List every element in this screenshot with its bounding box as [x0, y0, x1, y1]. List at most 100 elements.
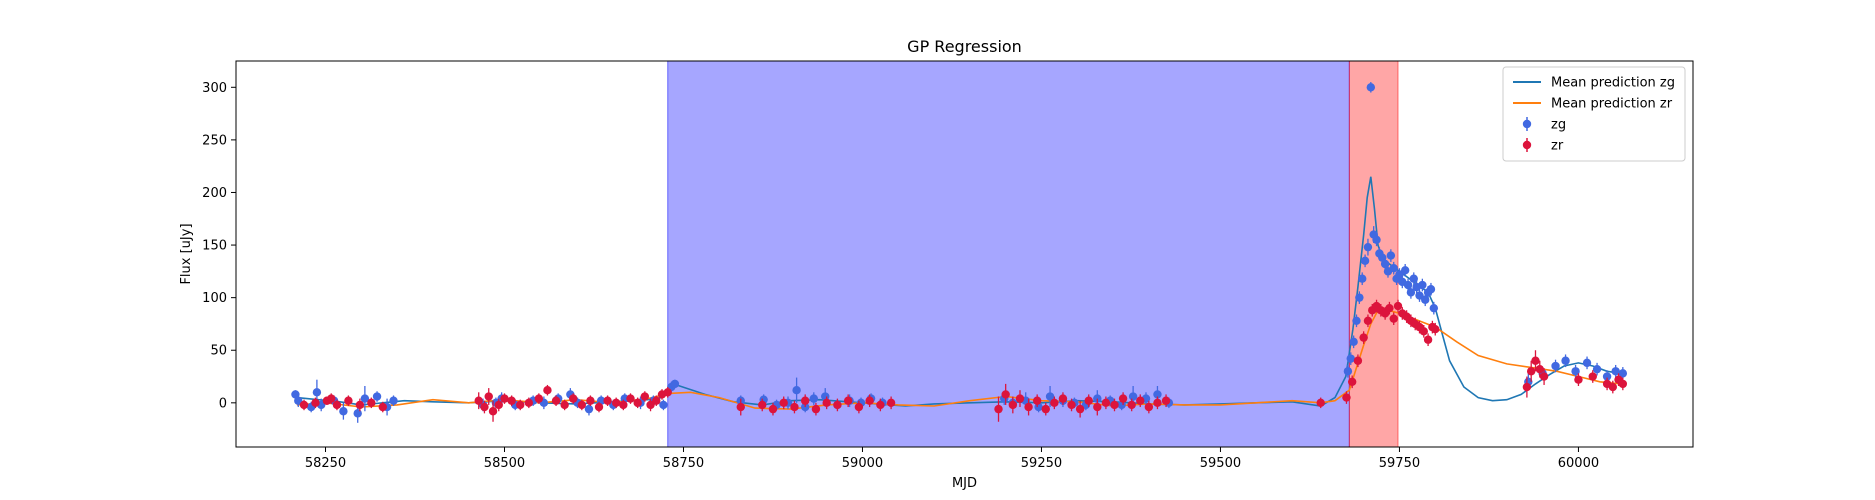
point-zr-1 — [311, 397, 320, 409]
marker — [1101, 398, 1111, 408]
marker — [1093, 402, 1102, 412]
marker — [1378, 253, 1387, 262]
point-zr-33 — [652, 395, 661, 406]
point-zg-78 — [1400, 263, 1410, 277]
marker — [1349, 337, 1358, 347]
point-zg-59 — [1346, 352, 1355, 365]
point-zg-87 — [1426, 282, 1436, 296]
legend-item-3: zg — [1522, 117, 1566, 133]
marker — [543, 386, 552, 395]
point-zg-8 — [360, 385, 370, 412]
marker — [1352, 316, 1361, 325]
marker — [1346, 354, 1355, 363]
point-zr-54 — [1024, 398, 1033, 416]
marker — [474, 396, 483, 405]
marker — [1360, 256, 1370, 266]
point-zr-37 — [758, 398, 767, 412]
marker — [1034, 402, 1043, 412]
point-zr-74 — [1353, 354, 1363, 368]
marker — [1380, 259, 1390, 269]
point-zg-80 — [1406, 286, 1416, 299]
marker — [1127, 400, 1136, 410]
point-zr-4 — [332, 399, 342, 411]
marker — [1355, 293, 1364, 302]
y-tick-label: 150 — [202, 239, 227, 254]
point-zr-41 — [800, 394, 810, 408]
marker — [1618, 379, 1628, 389]
marker — [854, 402, 864, 412]
marker — [1372, 235, 1381, 245]
legend-label: zg — [1551, 118, 1566, 133]
marker — [1386, 251, 1396, 260]
marker — [876, 400, 885, 410]
x-tick-label: 59500 — [1200, 456, 1241, 471]
marker — [994, 404, 1003, 414]
legend: Mean prediction zg Mean prediction zr zg zr — [1502, 66, 1686, 162]
point-zr-15 — [507, 395, 516, 406]
marker — [534, 394, 544, 403]
marker — [768, 404, 778, 414]
marker — [551, 396, 561, 405]
marker — [1359, 333, 1368, 342]
point-zr-28 — [619, 399, 628, 411]
point-zr-5 — [344, 395, 353, 406]
marker — [1608, 382, 1618, 392]
point-zr-40 — [790, 400, 799, 414]
point-zg-88 — [1429, 301, 1439, 315]
marker — [865, 396, 874, 405]
shaded-span-1 — [667, 60, 1350, 448]
marker — [1136, 396, 1145, 405]
marker — [367, 398, 376, 408]
marker — [488, 407, 498, 416]
marker — [1347, 377, 1357, 386]
y-tick-label: 250 — [202, 133, 227, 148]
point-zr-95 — [1531, 350, 1540, 372]
marker — [670, 379, 680, 389]
point-zr-52 — [1008, 396, 1018, 414]
point-zg-61 — [1352, 314, 1361, 328]
point-zr-75 — [1359, 331, 1368, 344]
marker — [811, 404, 821, 414]
marker — [1426, 285, 1436, 294]
marker — [1571, 367, 1580, 376]
point-zg-36 — [809, 392, 818, 405]
marker — [1050, 398, 1059, 408]
point-zg-71 — [1380, 257, 1390, 271]
point-zg-60 — [1349, 335, 1358, 349]
point-zr-63 — [1101, 396, 1111, 410]
marker — [577, 400, 587, 410]
legend-item-1: Mean prediction zg — [1513, 76, 1675, 91]
marker — [1024, 402, 1033, 412]
marker — [821, 392, 830, 401]
marker — [1045, 392, 1055, 401]
marker — [1429, 303, 1439, 313]
marker — [1592, 364, 1602, 374]
chart-title: GP Regression — [907, 37, 1022, 56]
marker — [1431, 325, 1440, 334]
point-zr-29 — [626, 393, 635, 404]
legend-item-4: zr — [1522, 138, 1564, 154]
point-zg-92 — [1561, 354, 1570, 368]
marker — [790, 402, 799, 412]
point-zr-58 — [1058, 392, 1068, 405]
marker — [603, 396, 612, 405]
legend-swatch — [1522, 140, 1532, 150]
marker — [1551, 361, 1560, 371]
point-zr-99 — [1588, 370, 1597, 383]
point-zr-47 — [865, 394, 874, 408]
marker — [1316, 398, 1325, 408]
point-zr-76 — [1363, 314, 1373, 328]
point-zr-46 — [854, 400, 864, 414]
marker — [480, 402, 489, 412]
marker — [1574, 375, 1583, 384]
point-zr-51 — [1001, 383, 1010, 405]
point-zr-31 — [640, 391, 650, 402]
legend-swatch — [1522, 119, 1532, 129]
point-zr-103 — [1618, 377, 1628, 391]
point-zr-43 — [822, 396, 831, 410]
marker — [659, 400, 668, 410]
marker — [516, 400, 525, 410]
marker — [1539, 372, 1549, 381]
point-zg-68 — [1372, 233, 1381, 247]
